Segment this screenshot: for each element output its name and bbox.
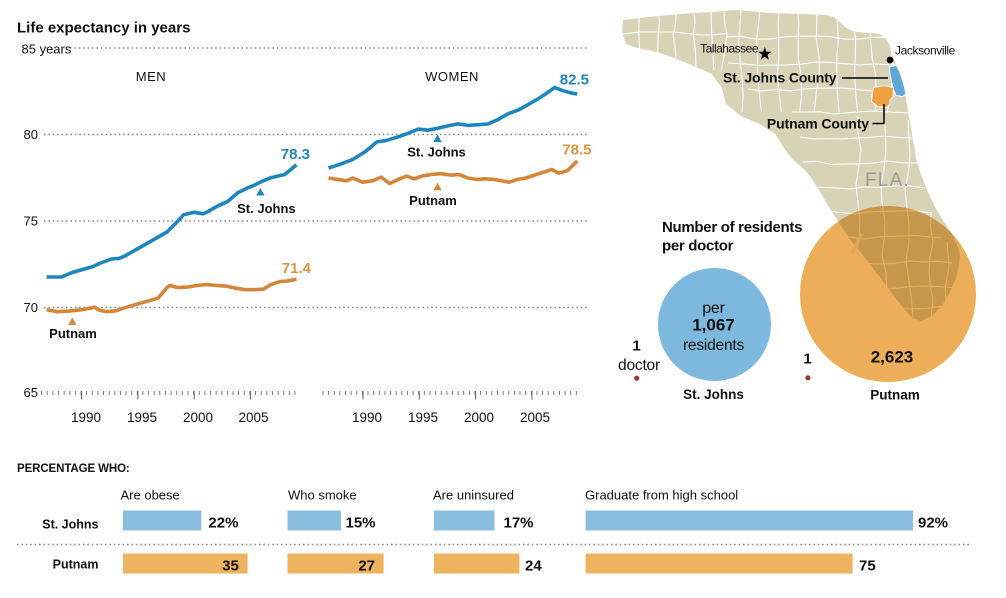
svg-text:Life expectancy in years: Life expectancy in years [17,20,190,37]
svg-text:2,623: 2,623 [871,348,914,367]
svg-text:17%: 17% [504,515,534,532]
svg-text:78.5: 78.5 [562,142,591,159]
svg-text:WOMEN: WOMEN [425,69,479,84]
svg-text:Graduate from high school: Graduate from high school [585,488,738,503]
svg-text:St. Johns: St. Johns [407,145,466,160]
svg-text:92%: 92% [918,515,948,532]
svg-text:78.3: 78.3 [281,146,310,163]
svg-text:Tallahassee: Tallahassee [700,42,759,56]
svg-text:1,067: 1,067 [692,316,735,335]
svg-text:1990: 1990 [352,410,382,425]
svg-text:FLA.: FLA. [865,170,910,191]
svg-text:1: 1 [632,338,640,355]
svg-text:Are uninsured: Are uninsured [433,488,514,503]
svg-text:St. Johns: St. Johns [237,201,296,216]
svg-text:Are obese: Are obese [121,488,180,503]
svg-text:75: 75 [859,558,876,575]
svg-text:Jacksonville: Jacksonville [895,44,956,58]
svg-text:Putnam: Putnam [49,326,97,341]
svg-text:65: 65 [24,385,38,400]
svg-text:St. Johns County: St. Johns County [723,70,837,86]
svg-text:1: 1 [803,351,811,368]
svg-text:Putnam: Putnam [53,558,99,572]
svg-text:Who smoke: Who smoke [288,488,357,503]
svg-text:35: 35 [222,558,239,575]
svg-text:Putnam County: Putnam County [767,116,869,132]
svg-text:2000: 2000 [183,410,213,425]
svg-text:1990: 1990 [71,410,101,425]
svg-text:St. Johns: St. Johns [42,518,98,532]
svg-text:residents: residents [683,337,745,354]
svg-text:1995: 1995 [408,410,438,425]
svg-text:2005: 2005 [520,410,550,425]
svg-text:24: 24 [525,558,542,575]
svg-text:85 years: 85 years [22,42,72,57]
svg-text:22%: 22% [208,515,238,532]
svg-text:15%: 15% [346,515,376,532]
svg-text:per: per [702,300,725,317]
svg-text:1995: 1995 [127,410,157,425]
svg-text:PERCENTAGE WHO:: PERCENTAGE WHO: [17,463,130,475]
svg-text:80: 80 [24,127,38,142]
svg-text:75: 75 [24,214,38,229]
svg-text:doctor: doctor [618,357,660,374]
svg-text:St. Johns: St. Johns [683,387,744,402]
svg-text:Putnam: Putnam [409,193,457,208]
svg-text:71.4: 71.4 [282,260,312,277]
svg-text:2000: 2000 [464,410,494,425]
svg-text:per doctor: per doctor [662,238,734,255]
svg-text:82.5: 82.5 [560,72,589,89]
svg-text:Putnam: Putnam [870,388,920,403]
svg-text:27: 27 [358,558,375,575]
svg-text:70: 70 [24,300,38,315]
svg-text:Number of residents: Number of residents [662,219,802,236]
svg-text:2005: 2005 [238,410,268,425]
svg-text:MEN: MEN [136,69,166,84]
